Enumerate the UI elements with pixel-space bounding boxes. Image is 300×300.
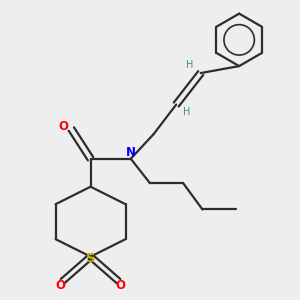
Text: S: S [86, 252, 95, 265]
Text: H: H [186, 60, 193, 70]
Text: O: O [56, 279, 66, 292]
Text: N: N [126, 146, 136, 159]
Text: O: O [115, 279, 125, 292]
Text: H: H [183, 107, 190, 117]
Text: O: O [58, 120, 69, 133]
